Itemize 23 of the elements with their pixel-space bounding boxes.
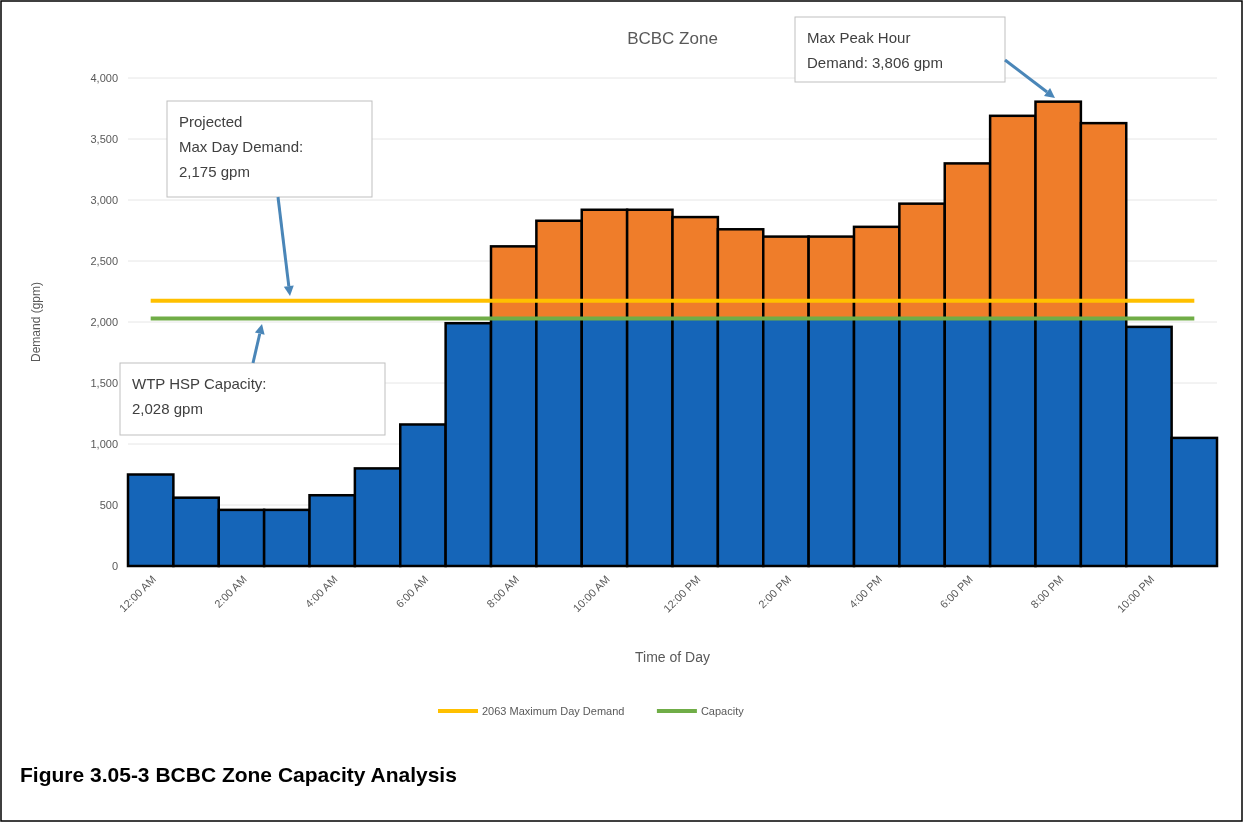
x-tick-label: 4:00 PM [846,572,885,611]
y-tick-label: 500 [99,499,118,511]
text: Max Peak Hour Demand: 3,806 gpm [807,29,943,71]
y-tick-label: 1,000 [90,438,118,450]
chart-title: BCBC Zone [627,29,718,48]
y-tick-label: 3,500 [90,133,118,145]
y-tick-label: 0 [111,560,118,572]
y-tick-label: 1,500 [90,377,118,389]
x-tick-label: 6:00 AM [393,572,431,610]
x-tick-label: 4:00 AM [302,572,340,610]
y-tick-label: 2,500 [90,255,118,267]
annotation: Projected Max Day Demand: 2,175 gpm [179,113,304,180]
y-tick-label: 2,000 [90,316,118,328]
x-axis-title: Time of Day [635,649,710,665]
y-tick-label: 4,000 [90,72,118,84]
y-axis-title: Demand (gpm) [29,281,43,363]
caption: Figure 3.05-3 BCBC Zone Capacity Analysis [20,763,457,786]
y-tick-label: 3,000 [90,194,118,206]
legend-label: 2063 Maximum Day Demand [482,705,625,717]
legend-label: Capacity [700,705,745,717]
annotation: WTP HSP Capacity: 2,028 gpm [132,375,267,417]
x-tick-label: 8:00 PM [1028,572,1066,611]
x-tick-label: 6:00 PM [937,572,975,611]
